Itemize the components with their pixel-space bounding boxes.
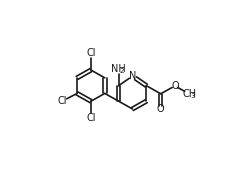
Text: CH: CH — [182, 89, 196, 99]
Text: Cl: Cl — [86, 113, 96, 123]
Text: Cl: Cl — [57, 96, 67, 106]
Text: 3: 3 — [190, 93, 195, 99]
Text: N: N — [129, 71, 136, 81]
Text: Cl: Cl — [86, 48, 96, 58]
Text: 2: 2 — [120, 68, 125, 74]
Text: O: O — [157, 104, 164, 114]
Text: NH: NH — [111, 64, 126, 74]
Text: O: O — [171, 81, 179, 91]
